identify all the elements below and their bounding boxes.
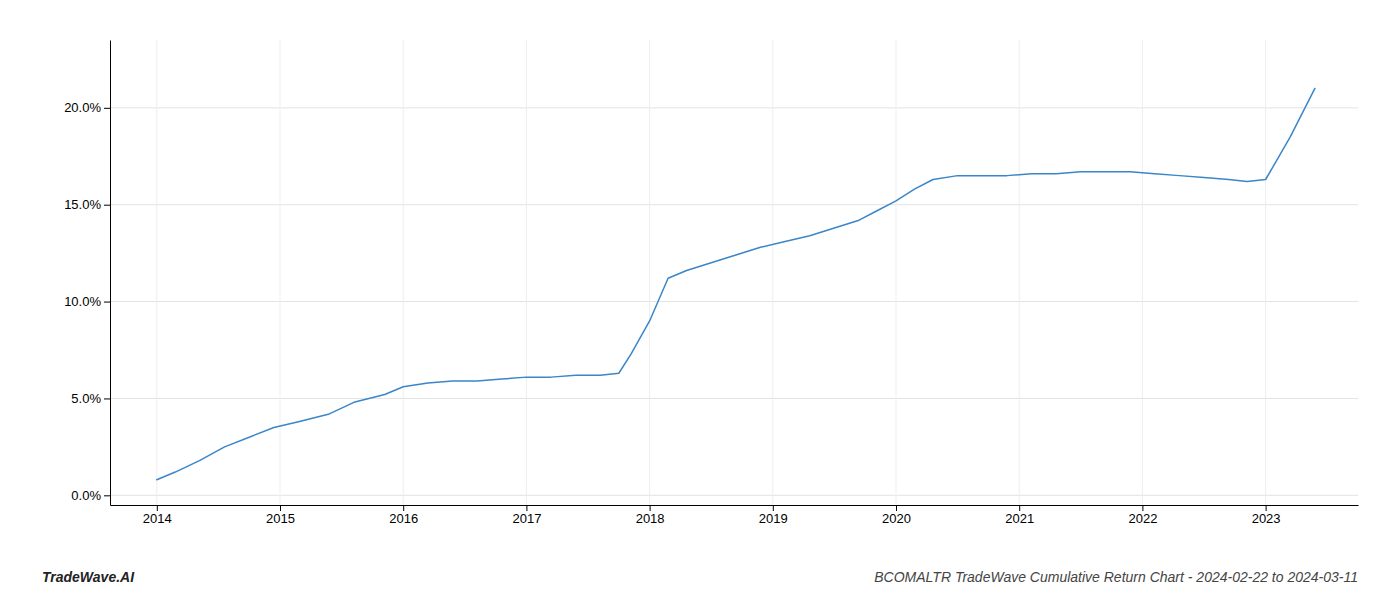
tick-label: 20.0% [64, 100, 101, 115]
annotation: TradeWave.AI [42, 569, 135, 585]
grid-line [110, 398, 1358, 399]
tick-label: 2015 [266, 511, 295, 526]
tick-mark [650, 505, 651, 511]
grid-line [110, 107, 1358, 108]
tick-mark [157, 505, 158, 511]
tick-mark [104, 495, 110, 496]
tick: 15.0% [64, 197, 110, 212]
tick: 2015 [266, 505, 295, 526]
grid-line [896, 40, 897, 505]
tick-mark [1266, 505, 1267, 511]
tick-label: 10.0% [64, 294, 101, 309]
tick-mark [403, 505, 404, 511]
tick: 10.0% [64, 294, 110, 309]
tick-label: 2014 [143, 511, 172, 526]
tick-label: 2017 [512, 511, 541, 526]
axis-line [110, 41, 111, 506]
tick-label: 2016 [389, 511, 418, 526]
tick: 2020 [882, 505, 911, 526]
tick-label: 2020 [882, 511, 911, 526]
x-axis: 2014 2015 2016 2017 2018 2019 2020 2021 2022 2023 [111, 505, 1359, 526]
grid-line [772, 40, 773, 505]
tick-mark [773, 505, 774, 511]
title: BCOMALTR TradeWave Cumulative Return Cha… [874, 569, 1358, 585]
grid-line [1142, 40, 1143, 505]
tick-label: 2023 [1252, 511, 1281, 526]
axis-line [111, 505, 1359, 506]
grid-line [280, 40, 281, 505]
tick-label: 2018 [636, 511, 665, 526]
grid-line [1019, 40, 1020, 505]
tick-label: 2019 [759, 511, 788, 526]
tick: 2022 [1128, 505, 1157, 526]
grid-line [403, 40, 404, 505]
grid [110, 40, 1358, 505]
tick-mark [104, 108, 110, 109]
line [157, 88, 1315, 479]
tick-label: 5.0% [71, 391, 101, 406]
grid-line [156, 40, 157, 505]
grid-line [649, 40, 650, 505]
tick-mark [526, 505, 527, 511]
tick: 20.0% [64, 100, 110, 115]
tick-label: 15.0% [64, 197, 101, 212]
marks [157, 88, 1315, 479]
tick: 2016 [389, 505, 418, 526]
tick-label: 2021 [1005, 511, 1034, 526]
tick: 5.0% [71, 391, 110, 406]
tick: 2014 [143, 505, 172, 526]
tick: 2018 [636, 505, 665, 526]
y-axis: 0.0% 5.0% 10.0% 15.0% 20.0% [64, 41, 110, 506]
grid-line [526, 40, 527, 505]
tick-mark [896, 505, 897, 511]
grid-line [110, 204, 1358, 205]
tick-mark [104, 302, 110, 303]
tick-mark [104, 398, 110, 399]
tick: 2023 [1252, 505, 1281, 526]
tick: 2021 [1005, 505, 1034, 526]
tick: 2017 [512, 505, 541, 526]
tick: 2019 [759, 505, 788, 526]
chart: 2014 2015 2016 2017 2018 2019 2020 2021 2022 2023… [0, 0, 1400, 600]
tick-label: 2022 [1128, 511, 1157, 526]
tick-label: 0.0% [71, 488, 101, 503]
tick-mark [280, 505, 281, 511]
grid-line [110, 301, 1358, 302]
tick: 0.0% [71, 488, 110, 503]
tick-mark [1019, 505, 1020, 511]
tick-mark [104, 205, 110, 206]
grid-line [1265, 40, 1266, 505]
tick-mark [1142, 505, 1143, 511]
plot-area: 2014 2015 2016 2017 2018 2019 2020 2021 2022 2023… [64, 40, 1358, 526]
grid-line [110, 495, 1358, 496]
